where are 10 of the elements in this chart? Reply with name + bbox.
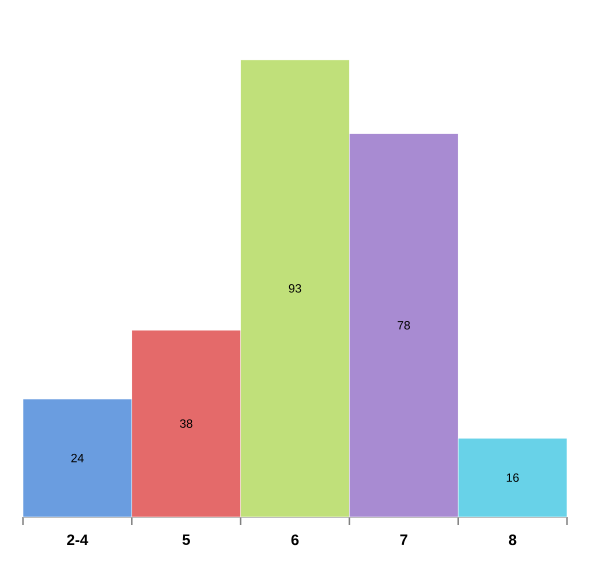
data-label: 16 (506, 473, 519, 482)
data-label: 78 (398, 321, 410, 330)
x-tick-label: 8 (508, 534, 516, 546)
x-tick-label: 7 (400, 534, 408, 545)
data-label: 38 (180, 419, 192, 428)
x-tick-label: 5 (182, 534, 190, 545)
data-label: 93 (288, 284, 302, 293)
x-tick-label: 2-4 (67, 534, 88, 545)
data-label: 24 (71, 454, 84, 462)
x-tick-label: 6 (291, 534, 299, 546)
